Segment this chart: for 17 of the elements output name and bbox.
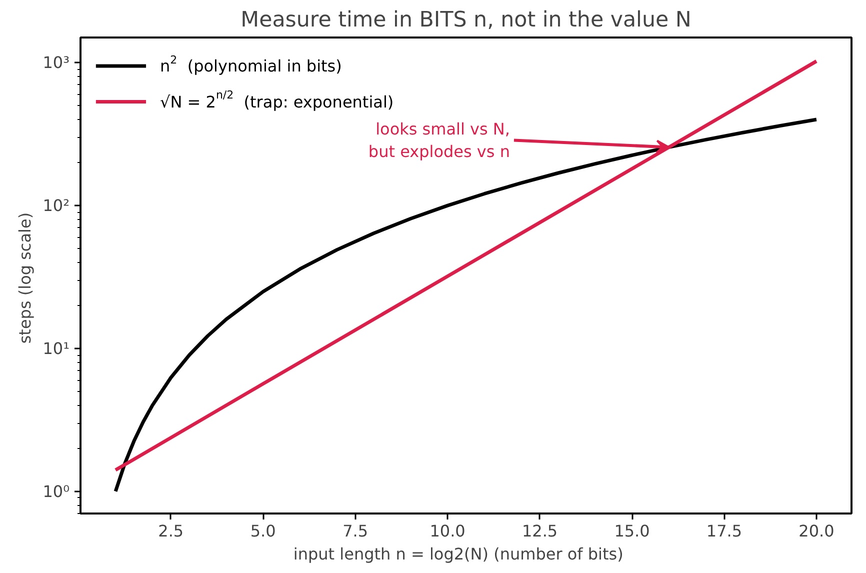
x-tick-label: 15.0 [614,522,650,540]
annotation: looks small vs N, but explodes vs n [368,119,510,162]
y-tick-label: 10³ [42,53,70,72]
chart-title: Measure time in BITS n, not in the value N [240,8,692,32]
x-tick-label: 2.5 [158,522,184,540]
line-series [114,118,818,494]
x-tick-label: 12.5 [522,522,558,540]
x-tick-label: 20.0 [798,522,834,540]
x-axis-title: input length n = log2(N) (number of bits) [293,544,624,564]
x-tick-label: 7.5 [342,522,368,540]
x-tick-label: 5.0 [250,522,276,540]
y-tick-label: 10⁰ [42,482,70,501]
y-axis-title: steps (log scale) [16,212,35,344]
y-tick-label: 10¹ [42,338,70,358]
x-tick-label: 17.5 [706,522,742,540]
y-tick-label: 10² [42,196,70,216]
x-tick-label: 10.0 [430,522,466,540]
